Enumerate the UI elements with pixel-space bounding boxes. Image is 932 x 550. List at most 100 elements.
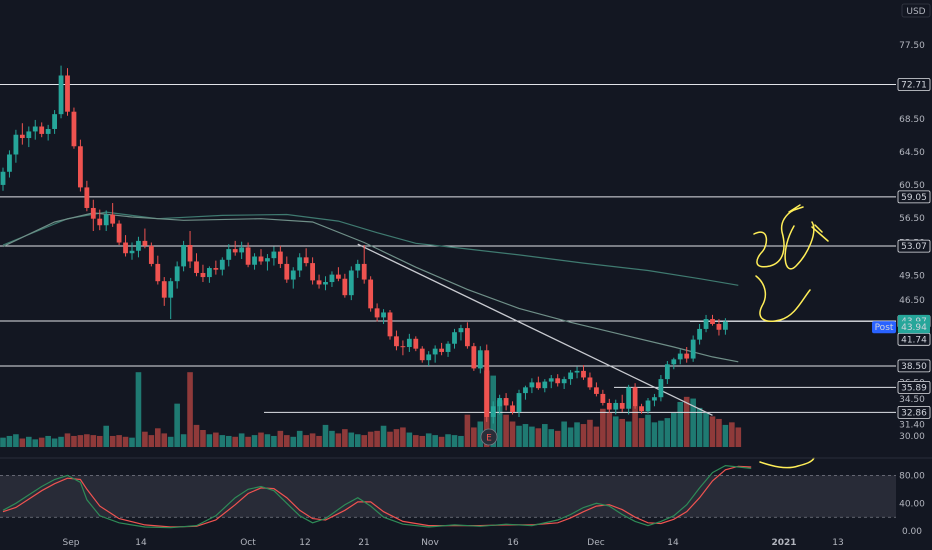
candle [232, 240, 238, 256]
hand-drawn-annotations[interactable] [753, 204, 829, 469]
volume-bar [387, 431, 393, 447]
candle-body [503, 398, 509, 406]
currency-button[interactable]: USD [901, 3, 931, 18]
earnings-marker[interactable]: E [480, 428, 498, 446]
volume-bar [161, 433, 168, 447]
volume-bar [96, 435, 103, 447]
candle-body [671, 359, 677, 365]
candle [19, 123, 25, 145]
candle [303, 248, 309, 267]
candle-body [161, 281, 167, 298]
volume-bar [309, 433, 316, 447]
volume-bar [264, 434, 271, 447]
candle-body [200, 272, 206, 278]
volume-bar [225, 435, 232, 447]
candle-body [606, 402, 612, 410]
candle-body [123, 242, 128, 254]
candle-body [510, 405, 515, 413]
candle [58, 65, 64, 119]
volume-bar [335, 433, 342, 447]
volume-bar [535, 428, 542, 447]
candle-body [490, 406, 496, 417]
candle-body [594, 387, 599, 394]
time-axis[interactable]: Sep 14 Oct 12 21 Nov 16 Dec 14 2021 13 [63, 538, 844, 548]
candle-body [284, 263, 290, 280]
candle-body [368, 279, 374, 309]
time-tick-label: 16 [507, 538, 519, 548]
candle [723, 318, 728, 335]
volume-bar [38, 437, 45, 447]
candle-body [84, 187, 90, 208]
candle [32, 119, 38, 140]
volume-bar [632, 406, 638, 447]
candle [90, 199, 96, 232]
candle-body [271, 251, 277, 259]
volume-bar [464, 414, 471, 447]
candle-body [65, 75, 70, 112]
candle [245, 242, 251, 268]
volume-bar [367, 431, 374, 447]
post-market-tag[interactable] [872, 321, 896, 334]
candle-body [426, 354, 432, 361]
candle [606, 398, 612, 413]
annotation-oscillator-squiggle [759, 457, 815, 469]
descending-trendline[interactable] [357, 243, 713, 416]
candle [78, 139, 83, 192]
price-tick-label: 31.40 [899, 420, 925, 430]
candle [594, 382, 599, 397]
candle-body [71, 111, 77, 147]
candle [503, 393, 509, 411]
volume-bar [503, 414, 509, 447]
candle [439, 342, 444, 356]
candle [277, 245, 283, 269]
price-tick-label: 77.50 [899, 41, 925, 51]
candle-body [387, 312, 393, 337]
price-tick-label: 30.00 [899, 432, 925, 442]
oscillator-pane[interactable] [0, 457, 932, 529]
earnings-marker-circle [480, 428, 498, 446]
volume-bar [32, 439, 39, 447]
candle [290, 267, 296, 289]
price-tick-label: 60.50 [899, 181, 925, 191]
oscillator-axis[interactable]: 80.00 40.00 0.00 [899, 471, 925, 537]
candle [671, 357, 677, 370]
candle-body [568, 372, 573, 380]
candle-body [710, 319, 715, 324]
volume-bar [361, 435, 367, 447]
volume-bar [303, 435, 309, 447]
price-label: 41.74 [901, 335, 927, 345]
volume-bar [232, 436, 238, 447]
volume-bar [419, 435, 426, 447]
candle [413, 336, 419, 352]
candle [542, 379, 548, 393]
volume-bar [542, 424, 548, 447]
volume-bar [6, 435, 13, 447]
candle-body [574, 370, 580, 373]
annotation-upper-squiggle [753, 204, 829, 270]
candle-body [277, 251, 283, 264]
volume-bar [574, 422, 580, 447]
candle-body [226, 249, 232, 260]
volume-bar [354, 434, 361, 447]
level-price-label: 35.89 [901, 383, 927, 393]
candle [652, 393, 657, 407]
volume-bar [658, 420, 664, 447]
volume-histogram [0, 370, 742, 447]
time-tick-label: 21 [358, 538, 369, 548]
candle [548, 375, 554, 389]
candle [65, 68, 70, 116]
volume-bar [587, 419, 593, 447]
candle [136, 236, 141, 258]
oscillator-tick-label: 0.00 [902, 527, 922, 537]
volume-bar [696, 407, 703, 447]
candle [26, 126, 32, 148]
candle-body [136, 240, 141, 251]
volume-bar [77, 435, 84, 447]
currency-button-label: USD [906, 7, 925, 17]
volume-bar [238, 433, 245, 447]
candle [155, 255, 161, 285]
candle-body [26, 131, 32, 139]
support-resistance-levels[interactable] [0, 83, 896, 413]
candle [329, 271, 335, 287]
